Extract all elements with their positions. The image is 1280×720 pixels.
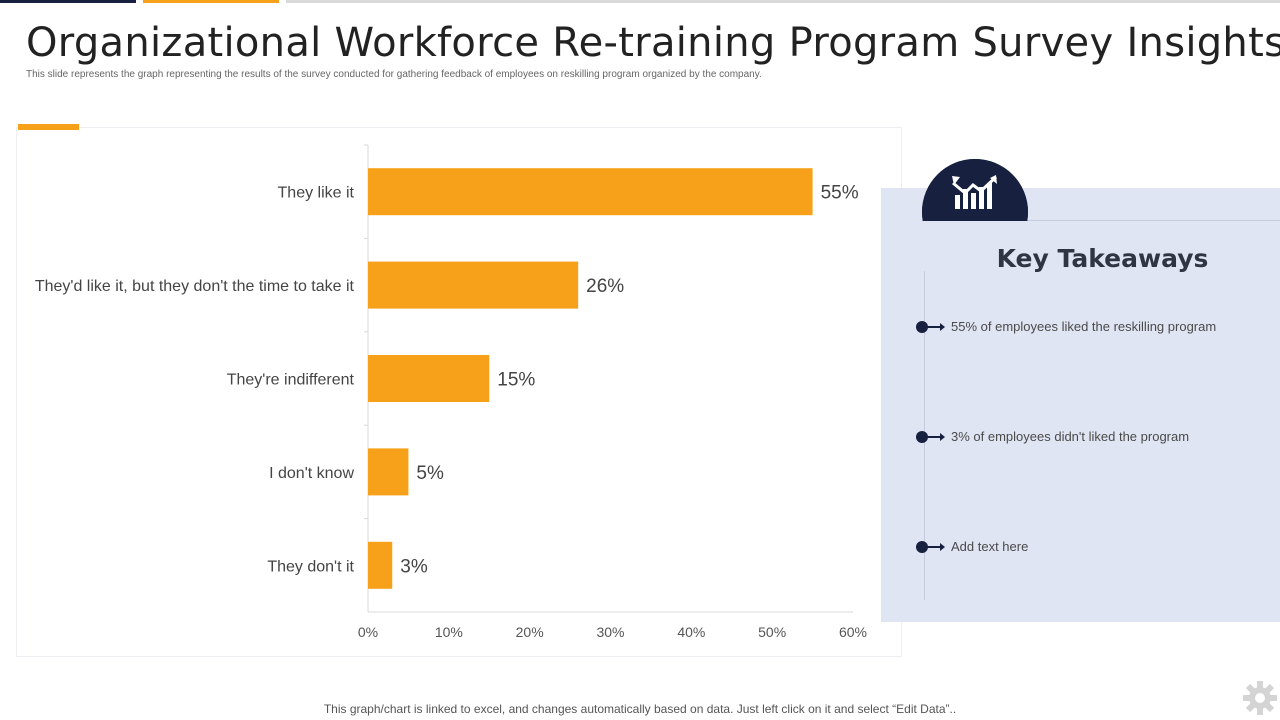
bar bbox=[368, 168, 813, 216]
gear-icon[interactable] bbox=[1242, 680, 1278, 716]
x-tick-label: 10% bbox=[435, 624, 463, 640]
top-rule-navy bbox=[0, 0, 136, 3]
data-label: 55% bbox=[821, 183, 859, 204]
top-rule-gray bbox=[286, 0, 1280, 3]
x-tick-label: 20% bbox=[516, 624, 544, 640]
category-label: They don't it bbox=[267, 558, 354, 575]
bullet-dot-icon bbox=[916, 541, 928, 553]
takeaways-title: Key Takeaways bbox=[996, 244, 1209, 273]
takeaway-item: Add text here bbox=[916, 537, 1276, 557]
arrow-icon bbox=[926, 436, 943, 438]
bar bbox=[368, 355, 490, 402]
bar bbox=[368, 448, 409, 496]
chart-accent-tab bbox=[18, 124, 79, 130]
bar bbox=[368, 261, 579, 309]
data-label: 5% bbox=[416, 463, 444, 484]
takeaway-item: 55% of employees liked the reskilling pr… bbox=[916, 317, 1276, 337]
data-label: 3% bbox=[400, 556, 428, 577]
arrow-icon bbox=[926, 546, 943, 548]
category-label: They like it bbox=[278, 185, 355, 202]
takeaways-timeline bbox=[924, 220, 925, 600]
page-title: Organizational Workforce Re-training Pro… bbox=[26, 20, 1280, 66]
arrowhead-icon bbox=[940, 323, 945, 331]
data-label: 15% bbox=[497, 370, 535, 391]
bullet-dot-icon bbox=[916, 321, 928, 333]
bar-chart[interactable]: 0% 10% 20% 30% 40% 50% 60% They like it 55% They… bbox=[0, 0, 910, 660]
chart-growth-icon bbox=[952, 175, 998, 209]
takeaways-divider bbox=[924, 220, 1280, 221]
footer-note: This graph/chart is linked to excel, and… bbox=[323, 702, 957, 716]
takeaway-text: 3% of employees didn't liked the program bbox=[951, 429, 1190, 444]
takeaway-text: 55% of employees liked the reskilling pr… bbox=[951, 319, 1217, 334]
icon-badge-mask bbox=[918, 221, 1032, 271]
bar bbox=[368, 541, 393, 589]
category-label: I don't know bbox=[269, 465, 354, 482]
x-tick-label: 60% bbox=[839, 624, 867, 640]
arrow-icon bbox=[926, 326, 943, 328]
takeaway-item: 3% of employees didn't liked the program bbox=[916, 427, 1276, 447]
takeaway-text[interactable]: Add text here bbox=[951, 539, 1029, 554]
x-tick-label: 0% bbox=[358, 624, 378, 640]
arrowhead-icon bbox=[940, 543, 945, 551]
x-tick-label: 40% bbox=[677, 624, 705, 640]
bullet-dot-icon bbox=[916, 431, 928, 443]
page-subtitle: This slide represents the graph represen… bbox=[26, 69, 762, 80]
top-rule-orange bbox=[143, 0, 279, 3]
data-label: 26% bbox=[586, 276, 624, 297]
x-tick-label: 50% bbox=[758, 624, 786, 640]
x-tick-label: 30% bbox=[596, 624, 624, 640]
category-label: They're indifferent bbox=[227, 372, 355, 389]
category-label: They'd like it, but they don't the time … bbox=[35, 278, 355, 295]
arrowhead-icon bbox=[940, 433, 945, 441]
